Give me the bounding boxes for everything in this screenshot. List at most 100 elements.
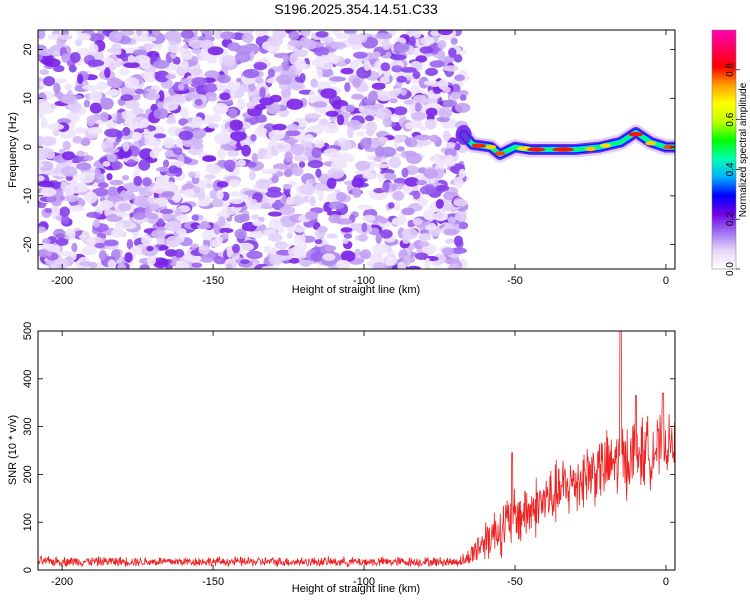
noise-blob [389,54,407,61]
spectrogram-ytick-label: 20 [22,43,34,55]
noise-blob [372,243,389,255]
noise-blob [291,143,305,156]
noise-blob [53,167,61,175]
noise-blob [203,83,218,93]
noise-blob [276,253,293,261]
noise-blob [240,213,250,222]
noise-blob [227,150,240,157]
noise-blob [61,214,70,225]
noise-blob [396,75,407,83]
noise-blob [445,71,453,78]
noise-blob [105,89,122,97]
noise-blob [419,185,437,195]
noise-blob [111,228,125,238]
noise-blob [108,121,115,131]
noise-blob [412,190,421,200]
noise-blob [172,192,182,203]
noise-blob [163,159,170,168]
noise-blob [314,182,326,191]
noise-blob [132,107,145,115]
noise-blob [38,101,52,113]
noise-blob [76,48,92,56]
noise-blob [316,68,323,80]
noise-blob [310,78,318,88]
noise-blob [254,77,264,84]
noise-blob [345,104,356,113]
noise-blob [379,217,388,224]
noise-blob [437,30,453,36]
noise-blob [337,137,346,143]
noise-blob [133,211,146,221]
noise-blob [357,204,374,210]
noise-blob [382,181,390,193]
noise-blob [432,253,447,265]
noise-blob [72,136,83,144]
noise-blob [442,65,459,72]
noise-blob [237,159,247,167]
noise-blob [400,89,407,96]
spectrogram-ylabel: Frequency (Hz) [7,112,19,188]
colorbar-label: Normalized spectral amplitude [738,82,749,217]
noise-blob [454,74,465,82]
noise-blob [180,52,193,60]
signal-onset-blob [455,124,472,145]
noise-blob [203,174,216,180]
noise-blob [38,149,49,161]
noise-blob [47,123,64,131]
spectrogram-noise-blobs [38,30,471,269]
noise-blob [168,114,176,123]
noise-blob [229,119,244,131]
noise-blob [183,188,195,198]
noise-blob [304,134,314,143]
noise-blob [226,246,234,258]
noise-blob [211,198,224,208]
noise-blob [205,164,222,174]
noise-blob [324,245,337,252]
noise-blob [410,111,427,121]
noise-blob [406,265,422,269]
noise-blob [89,43,99,54]
noise-blob [86,211,102,218]
noise-blob [240,121,252,129]
noise-blob [320,68,334,78]
noise-blob [272,123,287,131]
noise-blob [363,59,371,71]
noise-blob [425,98,438,104]
noise-blob [445,238,454,245]
noise-blob [458,90,469,97]
noise-blob [394,43,410,53]
noise-blob [412,94,428,106]
noise-blob [281,61,289,68]
noise-blob [268,211,283,217]
noise-blob [60,166,78,177]
noise-blob [435,184,450,192]
noise-blob [317,225,328,234]
noise-blob [409,36,416,46]
noise-blob [238,242,254,252]
noise-blob [288,257,301,264]
spectrogram-xtick-label: 0 [663,275,669,287]
noise-blob [315,168,322,178]
noise-blob [276,144,285,150]
noise-blob [124,100,140,110]
noise-blob [282,183,293,190]
noise-blob [38,175,45,182]
noise-blob [376,90,393,102]
noise-blob [356,131,366,137]
noise-blob [442,130,451,142]
noise-blob [458,168,466,179]
noise-blob [241,144,252,157]
noise-blob [166,220,182,232]
noise-blob [104,128,121,138]
noise-blob [351,93,364,100]
noise-blob [371,252,380,263]
noise-blob [61,151,76,161]
noise-blob [111,160,121,171]
noise-blob [454,212,466,222]
noise-blob [79,234,87,240]
noise-blob [62,140,71,151]
noise-blob [153,108,169,120]
noise-blob [268,129,285,141]
noise-blob [388,90,400,98]
